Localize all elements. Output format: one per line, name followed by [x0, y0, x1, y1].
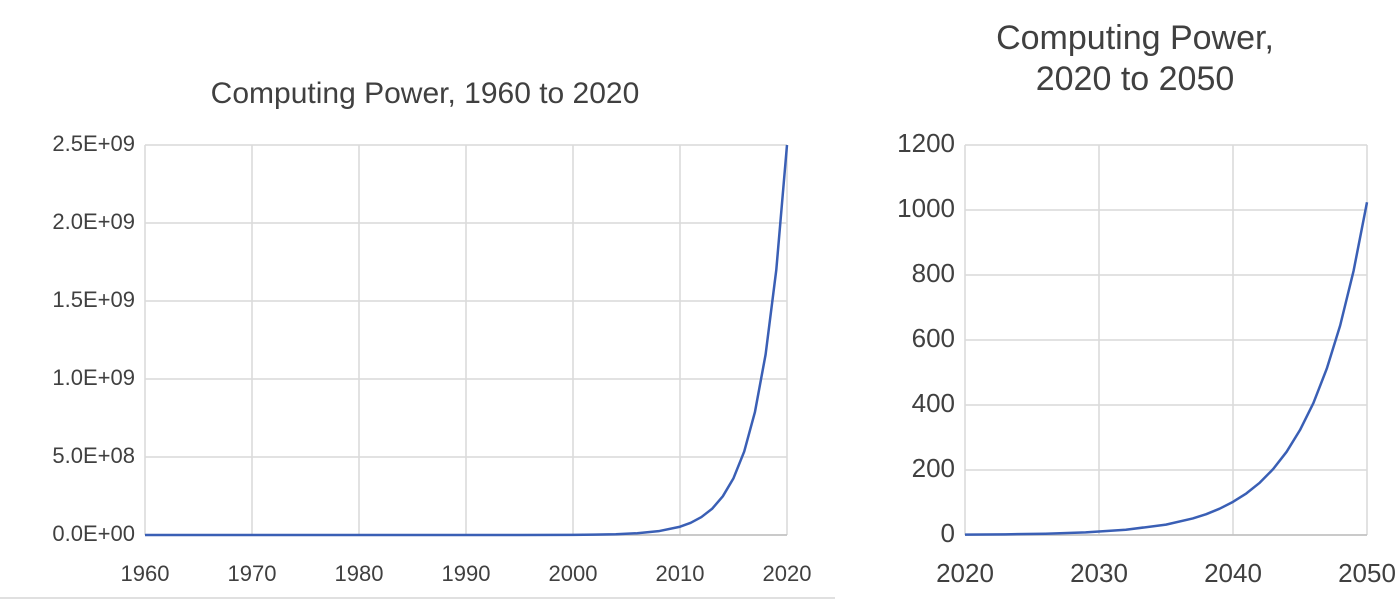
y-tick-label: 2.5E+09: [52, 131, 135, 156]
x-tick-label: 2000: [549, 561, 598, 586]
y-tick-label: 5.0E+08: [52, 443, 135, 468]
chart-title: Computing Power, 1960 to 2020: [210, 77, 640, 110]
y-tick-label: 0.0E+00: [52, 521, 135, 546]
y-tick-label: 400: [912, 388, 955, 418]
chart-title: Computing Power, 2020 to 2050: [996, 19, 1274, 98]
y-tick-label: 2.0E+09: [52, 209, 135, 234]
data-line: [145, 144, 789, 537]
y-tick-label: 1000: [897, 193, 955, 223]
x-tick-label: 1990: [442, 561, 491, 586]
data-line: [964, 201, 1369, 536]
y-tick-label: 800: [912, 258, 955, 288]
y-tick-label: 200: [912, 453, 955, 483]
y-tick-label: 1200: [897, 128, 955, 158]
x-tick-label: 2020: [763, 561, 812, 586]
y-tick-label: 1.5E+09: [52, 287, 135, 312]
x-tick-label: 1960: [121, 561, 170, 586]
x-tick-label: 2010: [656, 561, 705, 586]
x-tick-label: 2030: [1070, 558, 1128, 588]
x-tick-label: 1980: [335, 561, 384, 586]
x-tick-label: 2020: [936, 558, 994, 588]
y-tick-label: 1.0E+09: [52, 365, 135, 390]
x-tick-label: 1970: [228, 561, 277, 586]
x-tick-label: 2040: [1204, 558, 1262, 588]
x-tick-label: 2050: [1338, 558, 1396, 588]
y-tick-label: 600: [912, 323, 955, 353]
y-tick-label: 0: [941, 518, 955, 548]
